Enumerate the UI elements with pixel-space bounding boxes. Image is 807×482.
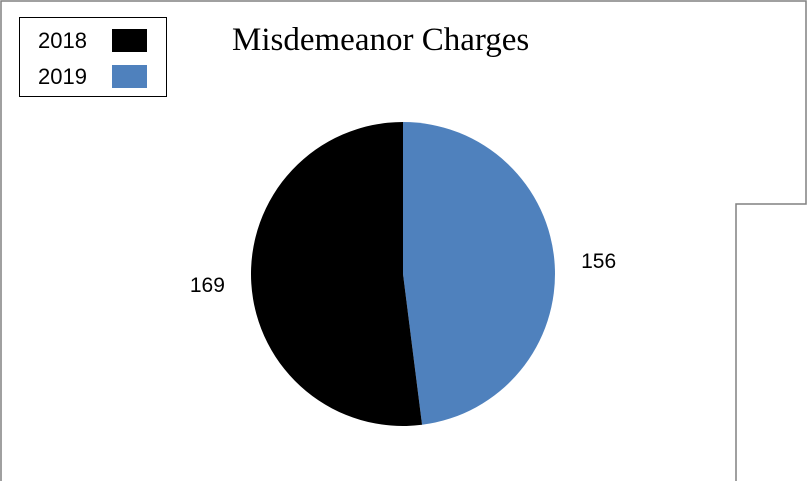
legend: 2018 2019 [19, 17, 167, 97]
data-label-2019: 156 [581, 249, 617, 273]
legend-swatch-2019 [112, 65, 147, 88]
legend-swatch-2018 [112, 29, 147, 52]
data-label-2018: 169 [189, 274, 225, 298]
legend-item-2019: 2019 [20, 60, 166, 90]
chart-title: Misdemeanor Charges [232, 22, 530, 58]
legend-label-2018: 2018 [38, 28, 87, 53]
legend-item-2018: 2018 [20, 24, 166, 54]
pie-slice-2018 [250, 122, 423, 427]
legend-label-2019: 2019 [38, 64, 87, 89]
pie-slice-2019 [403, 122, 555, 425]
